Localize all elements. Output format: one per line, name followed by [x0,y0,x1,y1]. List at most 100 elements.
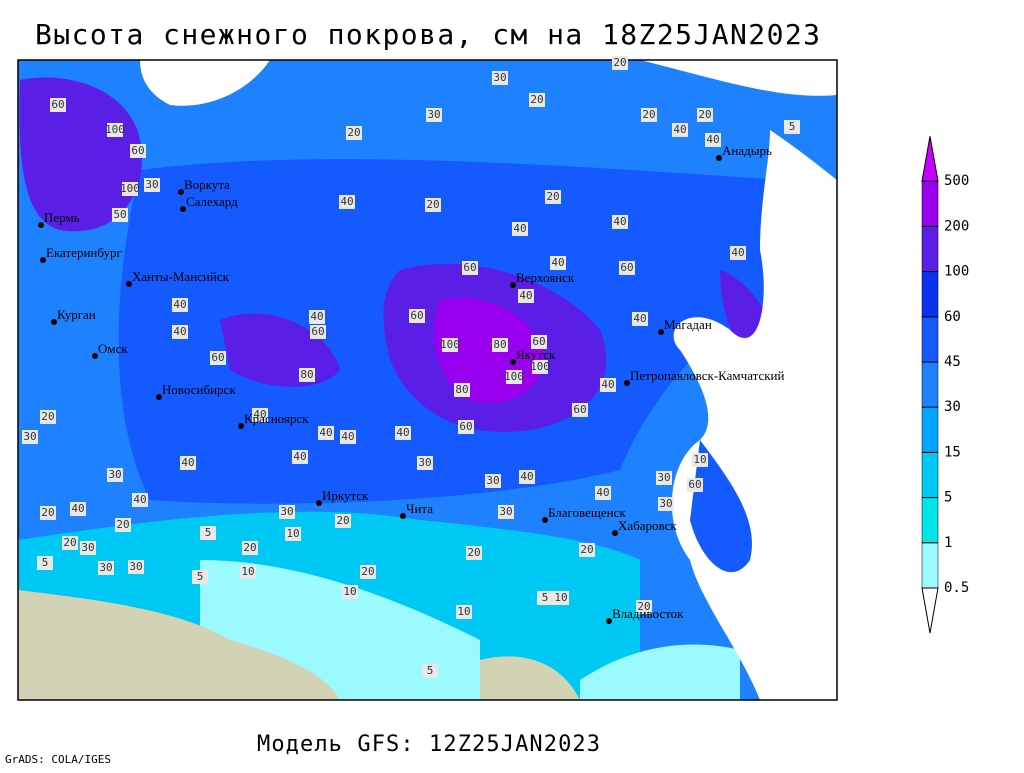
contour-label-box [545,190,561,204]
contour-label-box [107,468,123,482]
contour-label-box [360,565,376,579]
contour-label-box [506,370,522,384]
contour-label: 40 [613,215,626,228]
city-dot [606,618,612,624]
contour-label: 100 [105,123,125,136]
contour-label: 30 [81,541,94,554]
colorbar-segment [921,497,939,544]
contour-label: 5 [789,120,796,133]
contour-label: 30 [659,497,672,510]
city-dot [316,500,322,506]
contour-label-box [553,591,569,605]
city-label: Анадырь [722,143,772,158]
contour-label-box [342,585,358,599]
colorbar-segment [921,542,939,589]
contour-label-box [40,506,56,520]
city-label: Воркута [184,177,230,192]
contour-label-box [80,541,96,555]
colorbar-label: 15 [944,444,961,460]
contour-label-box [132,493,148,507]
contour-label-box [299,368,315,382]
contour-label: 5 [42,556,49,569]
contour-label-box [279,505,295,519]
contour-label-box [252,408,268,422]
contour-label-box [784,120,800,134]
city-label: Хабаровск [618,518,677,533]
contour-label: 10 [286,527,299,540]
contour-label: 20 [580,543,593,556]
contour-label: 30 [418,456,431,469]
contour-label-box [456,605,472,619]
contour-label: 40 [519,289,532,302]
contour-label-box [172,298,188,312]
city-dot [178,189,184,195]
contour-label: 20 [698,108,711,121]
contour-label-box [395,426,411,440]
city-dot [612,530,618,536]
contour-label-box [335,514,351,528]
contour-label-box [529,93,545,107]
colorbar-segment [921,316,939,363]
contour-label-box [466,546,482,560]
contour-label: 20 [41,410,54,423]
contour-label-box [37,556,53,570]
contour-label: 100 [504,370,524,383]
city-dot [400,513,406,519]
contour-label-box [537,591,553,605]
contour-label: 40 [293,450,306,463]
contour-label: 50 [113,208,126,221]
contour-label-box [112,208,128,222]
contour-label: 100 [120,182,140,195]
contour-label: 20 [642,108,655,121]
contour-label-box [485,474,501,488]
contour-label-box [641,108,657,122]
contour-label: 10 [241,565,254,578]
city-dot [238,423,244,429]
contour-label: 40 [341,430,354,443]
contour-label: 60 [688,478,701,491]
contour-label-box [619,261,635,275]
contour-label-box [292,450,308,464]
city-label: Петропавловск-Камчатский [630,368,785,383]
contour-label-box [656,471,672,485]
contour-label-box [531,335,547,349]
contour-label-box [180,456,196,470]
colorbar-segment [921,271,939,318]
contour-label-box [498,505,514,519]
contour-label-box [62,536,78,550]
contour-label: 80 [300,368,313,381]
contour-label-box [98,561,114,575]
title: Высота снежного покрова, см на 18Z25JAN2… [35,18,820,51]
city-label: Салехард [186,194,238,209]
contour-label: 30 [499,505,512,518]
contour-label-box [687,478,703,492]
city-label: Благовещенск [548,505,626,520]
contour-label: 20 [467,546,480,559]
contour-label: 20 [347,126,360,139]
contour-label-box [519,470,535,484]
contour-label-box [612,56,628,70]
contour-label-box [572,403,588,417]
colorbar-label: 5 [944,490,952,506]
city-dot [126,281,132,287]
contour-label: 20 [361,565,374,578]
contour-label-box [595,486,611,500]
contour-label-box [579,543,595,557]
colorbar-label: 100 [944,264,969,280]
colorbar-segment [921,406,939,453]
contour-label: 10 [457,605,470,618]
contour-label-box [346,126,362,140]
footer: Модель GFS: 12Z25JAN2023 [257,732,600,757]
contour-label-box [122,182,138,196]
contour-label: 40 [706,133,719,146]
contour-label-box [50,98,66,112]
contour-label: 10 [554,591,567,604]
colorbar-segment [921,226,939,272]
city-dot [716,155,722,161]
contour-label: 40 [601,378,614,391]
contour-label-box [130,144,146,158]
contour-label: 40 [71,502,84,515]
contour-label: 30 [486,474,499,487]
city-label: Екатеринбург [46,245,122,260]
